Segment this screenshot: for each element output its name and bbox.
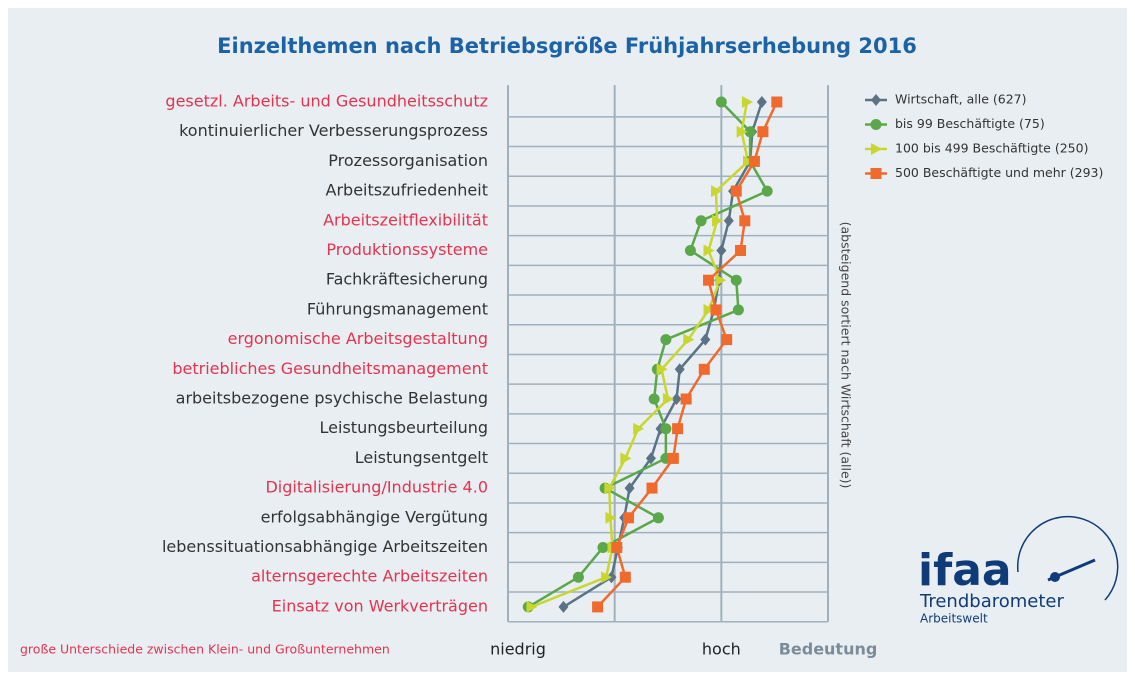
data-point — [711, 185, 722, 198]
data-point — [698, 363, 710, 375]
data-point — [683, 333, 695, 346]
data-point — [604, 482, 616, 495]
legend-label: bis 99 Beschäftigte (75) — [895, 116, 1045, 131]
data-point — [656, 363, 668, 376]
data-point — [684, 245, 696, 256]
data-point — [558, 600, 569, 613]
data-point — [715, 96, 727, 108]
x-tick-label: niedrig — [490, 640, 546, 659]
category-label: Digitalisierung/Industrie 4.0 — [265, 478, 488, 497]
legend-marker — [870, 168, 882, 179]
data-point — [730, 185, 742, 197]
logo-name: ifaa — [918, 545, 1012, 596]
data-point — [703, 244, 715, 257]
data-point — [597, 542, 609, 553]
data-point — [680, 393, 692, 405]
x-tick-label: hoch — [702, 640, 741, 659]
data-point — [660, 334, 672, 346]
x-axis-label: Bedeutung — [779, 640, 878, 659]
data-point — [652, 512, 664, 524]
legend-label: 500 Beschäftigte und mehr (293) — [895, 165, 1103, 180]
logo-hub — [1050, 572, 1060, 582]
data-point — [645, 452, 656, 465]
legend-marker — [870, 119, 882, 130]
category-label: ergonomische Arbeitsgestaltung — [228, 329, 488, 348]
category-label: Arbeitszeitflexibilität — [323, 210, 488, 229]
data-point — [735, 245, 747, 256]
data-point — [592, 601, 604, 613]
category-label: Produktionssysteme — [326, 240, 488, 259]
side-note: (absteigend sortiert nach Wirtschaft (al… — [839, 222, 854, 489]
category-label: Prozessorganisation — [328, 151, 488, 170]
category-label: betriebliches Gesundheitsmanagement — [172, 359, 488, 378]
data-point — [695, 215, 707, 227]
category-label: Arbeitszufriedenheit — [326, 181, 488, 200]
data-point — [671, 393, 682, 405]
category-label: kontinuierlicher Verbesserungsprozess — [179, 121, 488, 140]
logo: ifaa Trendbarometer Arbeitswelt — [918, 515, 1119, 626]
data-point — [619, 571, 631, 583]
category-label: erfolgsabhängige Vergütung — [261, 507, 488, 526]
category-label: Leistungsentgelt — [355, 448, 488, 467]
data-point — [748, 155, 760, 167]
data-point — [761, 185, 773, 197]
data-point — [624, 482, 635, 495]
data-point — [648, 393, 660, 405]
data-point — [716, 244, 727, 257]
data-point — [526, 600, 538, 613]
data-point — [667, 452, 679, 464]
category-label: Fachkräftesicherung — [326, 270, 488, 289]
category-label: Leistungsbeurteilung — [320, 418, 488, 437]
data-point — [633, 422, 645, 435]
data-point — [721, 334, 733, 346]
series-line — [531, 101, 750, 609]
data-point — [572, 571, 584, 583]
data-point — [723, 214, 734, 227]
data-point — [601, 571, 613, 584]
logo-line1: Trendbarometer — [919, 591, 1064, 612]
data-point — [712, 214, 724, 227]
logo-dial — [1016, 515, 1119, 601]
data-point — [715, 274, 727, 287]
highlight-note: große Unterschiede zwischen Klein- und G… — [20, 642, 390, 657]
category-label: Führungsmanagement — [307, 299, 488, 318]
data-point — [660, 423, 672, 435]
data-point — [620, 452, 632, 465]
data-point — [732, 304, 744, 316]
data-point — [623, 512, 635, 524]
data-point — [703, 274, 715, 286]
data-point — [703, 303, 715, 316]
data-point — [743, 155, 754, 168]
data-point — [646, 482, 658, 494]
data-point — [730, 274, 742, 286]
category-label: gesetzl. Arbeits- und Gesundheitsschutz — [165, 92, 488, 111]
data-point — [663, 393, 674, 405]
category-label: Einsatz von Werkverträgen — [272, 596, 488, 615]
data-point — [771, 96, 783, 108]
legend-marker — [871, 143, 882, 155]
data-point — [739, 215, 751, 227]
data-point — [736, 125, 748, 138]
series-line — [527, 101, 769, 608]
legend-label: 100 bis 499 Beschäftigte (250) — [895, 141, 1088, 156]
logo-line2: Arbeitswelt — [920, 612, 988, 626]
data-point — [741, 96, 753, 108]
data-point — [674, 363, 685, 376]
category-label: alternsgerechte Arbeitszeiten — [251, 567, 488, 586]
data-point — [611, 542, 623, 553]
chart-title: Einzelthemen nach Betriebsgröße Frühjahr… — [217, 34, 917, 58]
category-label: arbeitsbezogene psychische Belastung — [176, 389, 488, 408]
legend-label: Wirtschaft, alle (627) — [895, 92, 1026, 107]
data-point — [700, 333, 711, 346]
data-point — [757, 126, 769, 138]
category-label: lebenssituationsabhängige Arbeitszeiten — [162, 537, 488, 556]
data-point — [605, 511, 617, 524]
data-point — [710, 304, 722, 316]
data-point — [744, 126, 756, 138]
data-point — [756, 96, 767, 108]
data-point — [672, 423, 684, 435]
legend-marker — [871, 94, 881, 106]
background — [8, 8, 1127, 672]
